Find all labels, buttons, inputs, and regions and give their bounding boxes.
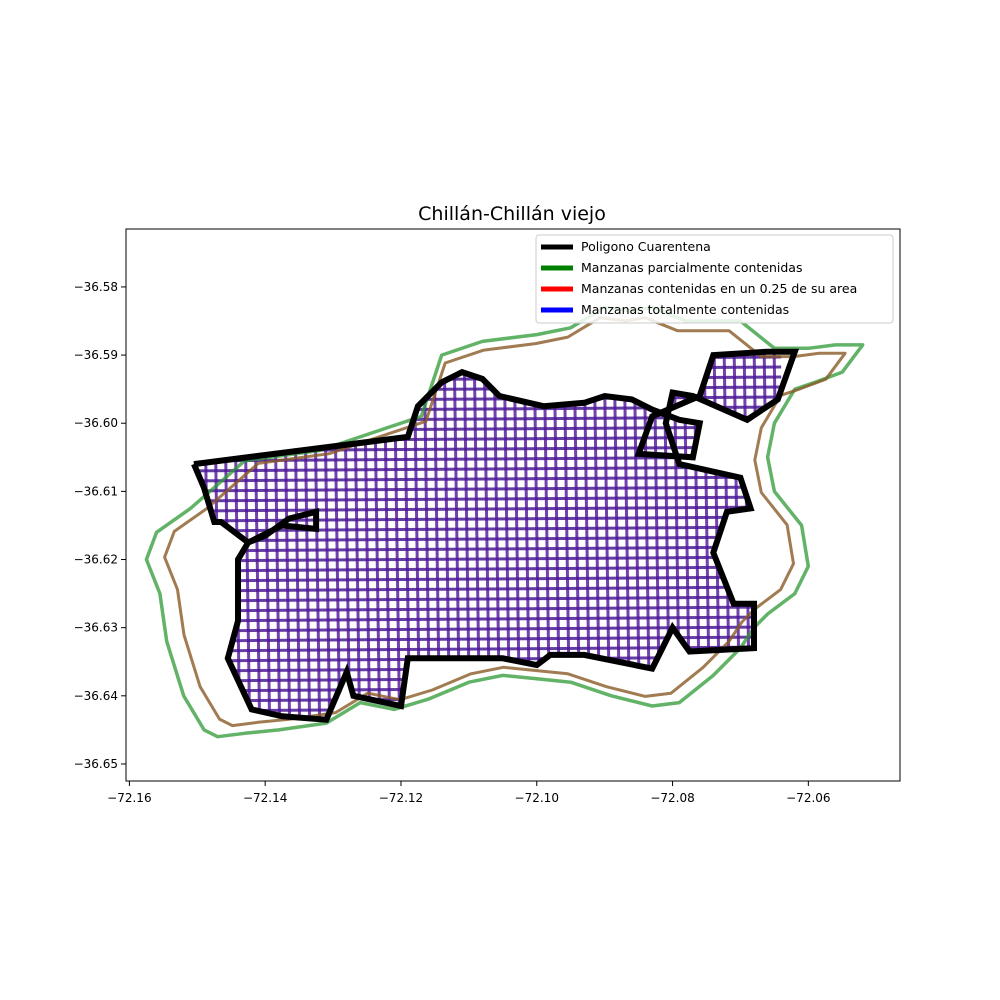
- quarantine-polygon-outline: [191, 348, 800, 723]
- block-street-h-30: [193, 615, 782, 623]
- y-tick-label-0: −36.58: [74, 280, 118, 294]
- legend-label-cuarto: Manzanas contenidas en un 0.25 de su are…: [581, 281, 857, 296]
- legend-label-parcialmente: Manzanas parcialmente contenidas: [581, 260, 802, 275]
- block-street-h-24: [193, 555, 782, 563]
- block-street-h-25: [193, 565, 782, 573]
- legend-label-totalmente: Manzanas totalmente contenidas: [581, 302, 789, 317]
- y-tick-label-1: −36.59: [74, 348, 118, 362]
- quarter-contained-blocks-outline: [163, 316, 847, 728]
- x-axis: −72.16 −72.14 −72.12 −72.10 −72.08 −72.06: [107, 781, 831, 805]
- block-street-h-23: [193, 545, 782, 553]
- block-street-h-29: [193, 605, 782, 613]
- y-tick-label-7: −36.65: [74, 757, 118, 771]
- x-tick-label-4: −72.08: [650, 791, 694, 805]
- block-street-h-26: [193, 575, 782, 583]
- block-street-h-27: [193, 585, 782, 593]
- x-tick-label-3: −72.10: [515, 791, 559, 805]
- block-street-h-17: [193, 485, 782, 493]
- y-axis: −36.58 −36.59 −36.60 −36.61 −36.62 −36.63 −36.…: [74, 280, 126, 771]
- block-street-h-28: [193, 595, 782, 603]
- x-tick-label-2: −72.12: [379, 791, 423, 805]
- y-tick-label-4: −36.62: [74, 553, 118, 567]
- block-street-h-19: [193, 505, 782, 513]
- block-street-h-16: [193, 475, 782, 483]
- y-tick-label-2: −36.60: [74, 416, 118, 430]
- legend: Poligono Cuarentena Manzanas parcialment…: [535, 234, 894, 324]
- chart-title: Chillán-Chillán viejo: [418, 203, 606, 225]
- block-street-h-18: [193, 495, 782, 503]
- block-street-h-21: [193, 525, 782, 533]
- x-tick-label-1: −72.14: [243, 791, 287, 805]
- x-tick-label-5: −72.06: [786, 791, 830, 805]
- block-street-h-31: [193, 625, 782, 633]
- legend-box: [535, 234, 894, 324]
- x-tick-label-0: −72.16: [107, 791, 151, 805]
- plot-area-frame: [125, 228, 901, 782]
- y-tick-label-3: −36.61: [74, 484, 118, 498]
- y-tick-label-6: −36.64: [74, 689, 118, 703]
- legend-label-poligono: Poligono Cuarentena: [581, 239, 711, 254]
- block-street-h-22: [193, 535, 782, 543]
- y-tick-label-5: −36.63: [74, 621, 118, 635]
